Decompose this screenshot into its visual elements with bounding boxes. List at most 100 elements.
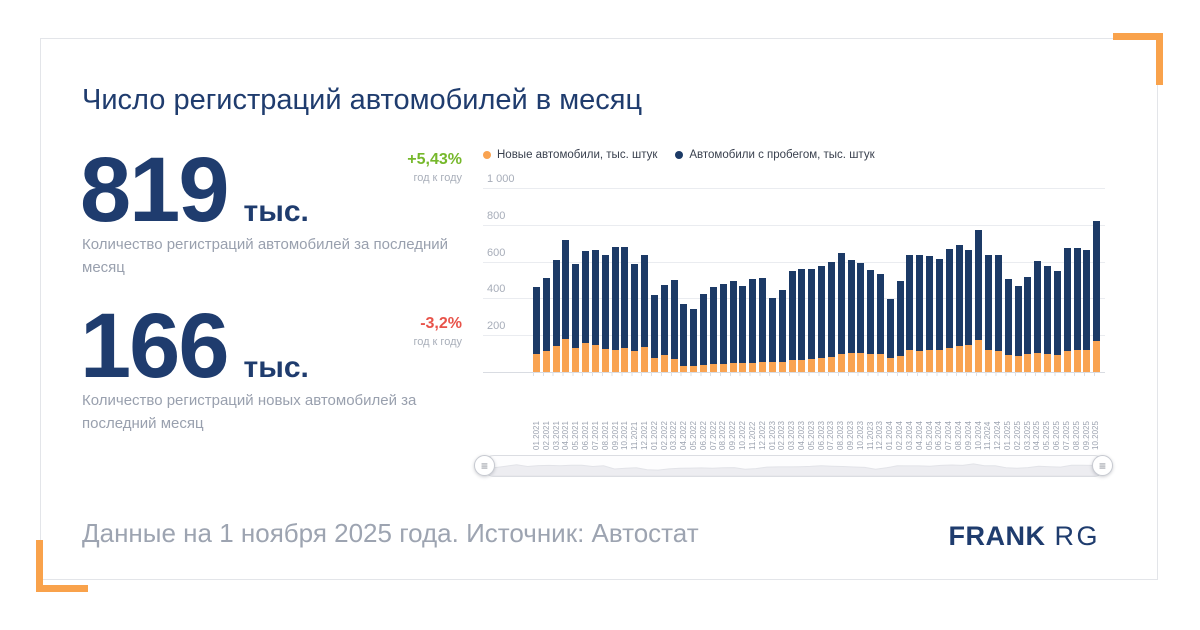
bar-11.2021[interactable] [631, 263, 639, 372]
bar-03.2025[interactable] [1024, 277, 1032, 372]
bar-09.2025[interactable] [1083, 249, 1091, 372]
bar-segment-new [935, 349, 943, 372]
bar-10.2025[interactable] [1093, 221, 1101, 372]
bar-segment-used [650, 294, 658, 358]
x-label-cell: 03.2024 [905, 378, 914, 450]
x-label-cell: 08.2025 [1072, 378, 1081, 450]
bar-08.2022[interactable] [719, 284, 727, 372]
x-label: 06.2024 [934, 421, 944, 450]
bar-01.2025[interactable] [1004, 279, 1012, 372]
bar-segment-used [798, 268, 806, 360]
bar-segment-used [719, 284, 727, 364]
bar-08.2021[interactable] [601, 254, 609, 372]
bar-03.2024[interactable] [906, 254, 914, 372]
bar-09.2021[interactable] [611, 246, 619, 372]
bar-06.2024[interactable] [935, 259, 943, 372]
bar-segment-used [591, 249, 599, 345]
bar-09.2024[interactable] [965, 249, 973, 372]
bar-10.2023[interactable] [857, 262, 865, 372]
bar-06.2021[interactable] [582, 251, 590, 372]
bar-segment-new [1004, 355, 1012, 372]
bar-segment-used [700, 294, 708, 366]
bar-02.2021[interactable] [542, 277, 550, 372]
bar-segment-used [808, 268, 816, 359]
navigator-left-handle[interactable]: ≡ [474, 455, 495, 476]
bar-07.2024[interactable] [945, 248, 953, 372]
bar-05.2022[interactable] [690, 309, 698, 372]
bar-01.2024[interactable] [886, 298, 894, 372]
bar-segment-new [955, 346, 963, 372]
bar-segment-new [886, 358, 894, 372]
bar-07.2022[interactable] [709, 286, 717, 372]
bar-11.2023[interactable] [867, 269, 875, 372]
bar-08.2025[interactable] [1073, 248, 1081, 372]
bar-02.2025[interactable] [1014, 286, 1022, 372]
x-label: 03.2022 [669, 421, 679, 450]
bar-03.2021[interactable] [552, 259, 560, 372]
bar-segment-used [778, 290, 786, 362]
footer-source-note: Данные на 1 ноября 2025 года. Источник: … [82, 518, 699, 548]
x-label: 09.2022 [728, 421, 738, 450]
bar-12.2022[interactable] [759, 277, 767, 372]
bar-04.2024[interactable] [916, 255, 924, 372]
x-label-cell: 01.2024 [885, 378, 894, 450]
bar-08.2024[interactable] [955, 244, 963, 372]
bar-segment-used [935, 259, 943, 350]
bar-06.2022[interactable] [700, 294, 708, 372]
bar-04.2022[interactable] [680, 304, 688, 372]
bar-segment-used [876, 274, 884, 354]
x-label-cell: 02.2025 [1013, 378, 1022, 450]
x-label: 10.2023 [855, 421, 865, 450]
bar-08.2023[interactable] [837, 252, 845, 372]
bar-segment-new [533, 353, 540, 372]
corner-bracket-bottom-left [36, 540, 88, 592]
bar-10.2024[interactable] [975, 230, 983, 372]
bar-02.2022[interactable] [660, 284, 668, 372]
bar-09.2022[interactable] [729, 281, 737, 372]
x-label-cell: 05.2024 [925, 378, 934, 450]
bar-12.2021[interactable] [641, 254, 649, 372]
bar-03.2023[interactable] [788, 271, 796, 372]
bar-10.2022[interactable] [739, 285, 747, 372]
navigator-track[interactable] [483, 455, 1105, 477]
x-label: 06.2021 [581, 421, 591, 450]
bar-04.2025[interactable] [1034, 260, 1042, 372]
bar-12.2023[interactable] [876, 274, 884, 372]
bar-segment-new [650, 357, 658, 372]
bar-04.2021[interactable] [562, 240, 570, 372]
bar-segment-used [621, 246, 629, 349]
bar-05.2021[interactable] [572, 263, 580, 372]
bar-segment-new [660, 355, 668, 372]
legend-item-used-cars[interactable]: Автомобили с пробегом, тыс. штук [675, 149, 875, 161]
bar-10.2021[interactable] [621, 246, 629, 372]
bar-06.2023[interactable] [818, 266, 826, 372]
bar-07.2025[interactable] [1063, 248, 1071, 372]
bar-07.2021[interactable] [591, 249, 599, 372]
x-label-cell: 04.2022 [679, 378, 688, 450]
x-label: 06.2022 [698, 421, 708, 450]
x-label-cell: 08.2022 [718, 378, 727, 450]
bar-05.2024[interactable] [926, 256, 934, 372]
bar-02.2024[interactable] [896, 280, 904, 372]
bar-07.2023[interactable] [827, 261, 835, 372]
bar-11.2022[interactable] [749, 278, 757, 372]
legend-item-new-cars[interactable]: Новые автомобили, тыс. штук [483, 149, 657, 161]
bar-11.2024[interactable] [985, 254, 993, 372]
x-label-cell: 08.2021 [601, 378, 610, 450]
bar-12.2024[interactable] [994, 254, 1002, 372]
bar-04.2023[interactable] [798, 268, 806, 372]
bar-05.2023[interactable] [808, 268, 816, 372]
x-label-cell: 03.2023 [787, 378, 796, 450]
bar-09.2023[interactable] [847, 259, 855, 372]
bar-01.2021[interactable] [533, 287, 540, 372]
bar-05.2025[interactable] [1044, 266, 1052, 372]
bar-06.2025[interactable] [1053, 271, 1061, 372]
x-label-cell: 07.2024 [944, 378, 953, 450]
bar-segment-new [582, 343, 590, 372]
bar-02.2023[interactable] [778, 290, 786, 372]
navigator-right-handle[interactable]: ≡ [1092, 455, 1113, 476]
bar-segment-used [1004, 279, 1012, 356]
bar-03.2022[interactable] [670, 279, 678, 372]
bar-01.2022[interactable] [650, 294, 658, 372]
bar-01.2023[interactable] [768, 297, 776, 372]
